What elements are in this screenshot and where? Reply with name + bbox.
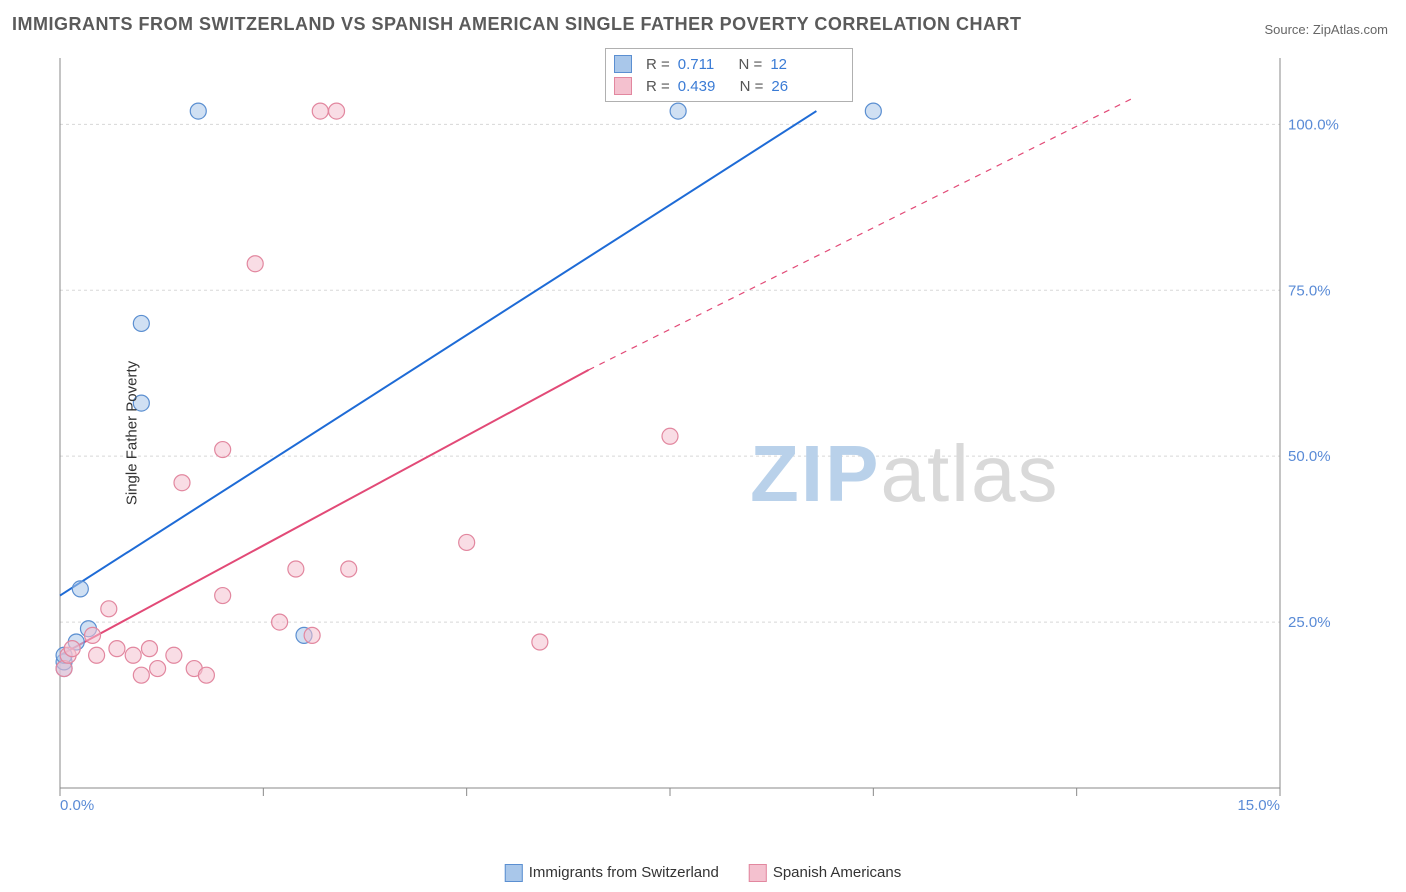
y-axis-label: Single Father Poverty	[124, 361, 141, 505]
correlation-stats-box: R = 0.711 N = 12R = 0.439 N = 26	[605, 48, 853, 102]
stat-n-value: 12	[770, 56, 787, 73]
legend-label: Spanish Americans	[773, 864, 901, 881]
svg-text:75.0%: 75.0%	[1288, 282, 1331, 299]
stat-r-value: 0.439	[678, 78, 716, 95]
svg-text:15.0%: 15.0%	[1237, 797, 1280, 814]
legend-item: Immigrants from Switzerland	[505, 864, 719, 882]
legend-item: Spanish Americans	[749, 864, 901, 882]
stats-row: R = 0.711 N = 12	[614, 53, 844, 75]
stats-row: R = 0.439 N = 26	[614, 75, 844, 97]
stat-n-label: N =	[739, 56, 763, 73]
svg-text:25.0%: 25.0%	[1288, 614, 1331, 631]
scatter-chart: 25.0% 50.0% 75.0% 100.0% 0.0% 15.0%	[50, 48, 1340, 818]
chart-title: IMMIGRANTS FROM SWITZERLAND VS SPANISH A…	[12, 14, 1022, 35]
stat-r-label: R =	[646, 56, 670, 73]
stat-n-label: N =	[740, 78, 764, 95]
legend-swatch	[614, 55, 632, 73]
plot-area: Single Father Poverty ZIPatlas 25.0%50.0…	[50, 48, 1340, 818]
bottom-legend: Immigrants from Switzerland Spanish Ameri…	[505, 864, 901, 882]
svg-text:100.0%: 100.0%	[1288, 116, 1339, 133]
stat-r-value: 0.711	[678, 56, 714, 73]
legend-swatch	[749, 864, 767, 882]
legend-label: Immigrants from Switzerland	[529, 864, 719, 881]
source-credit: Source: ZipAtlas.com	[1264, 22, 1388, 37]
svg-text:0.0%: 0.0%	[60, 797, 94, 814]
svg-text:50.0%: 50.0%	[1288, 448, 1331, 465]
legend-swatch	[614, 77, 632, 95]
stat-n-value: 26	[771, 78, 788, 95]
legend-swatch	[505, 864, 523, 882]
stat-r-label: R =	[646, 78, 670, 95]
